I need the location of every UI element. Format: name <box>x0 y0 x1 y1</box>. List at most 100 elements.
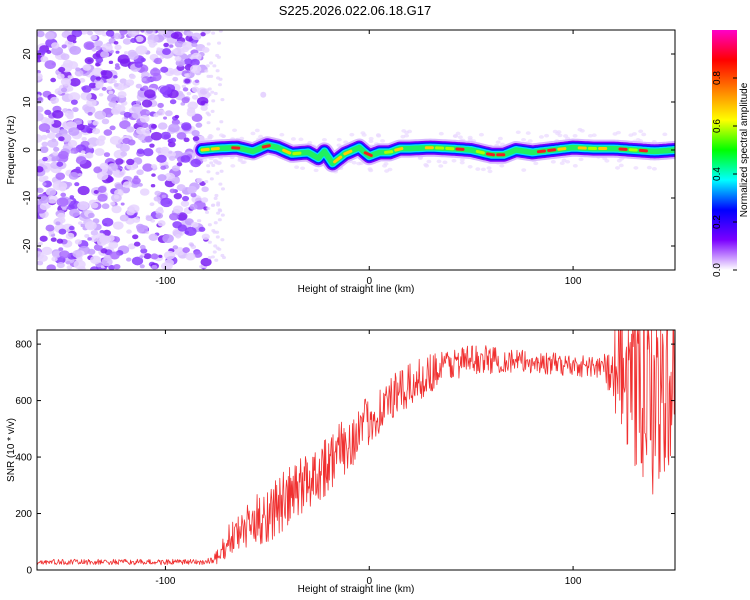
noise-blob <box>162 48 171 56</box>
noise-blob <box>122 181 132 189</box>
noise-blob <box>39 235 48 242</box>
noise-blob <box>74 69 84 77</box>
noise-blob <box>108 264 115 270</box>
noise-blob <box>191 52 202 61</box>
halo-blob <box>478 132 484 137</box>
noise-blob <box>153 113 159 118</box>
noise-blob <box>214 193 219 198</box>
noise-blob <box>68 225 75 231</box>
noise-blob <box>168 212 179 221</box>
noise-blob <box>84 233 90 238</box>
noise-blob <box>150 183 156 188</box>
noise-blob <box>177 224 188 232</box>
halo-blob <box>525 131 531 135</box>
y-tick-label: 20 <box>22 48 33 60</box>
noise-blob <box>135 35 144 43</box>
noise-blob <box>108 60 114 65</box>
noise-blob <box>108 90 114 95</box>
noise-blob <box>218 182 223 186</box>
noise-blob <box>53 146 60 152</box>
noise-blob <box>149 143 155 148</box>
halo-blob <box>442 160 448 165</box>
noise-blob <box>39 146 49 154</box>
halo-blob <box>641 132 647 137</box>
noise-blob <box>125 79 135 86</box>
noise-blob <box>213 244 218 248</box>
noise-blob <box>141 139 146 143</box>
halo-blob <box>426 159 432 164</box>
noise-blob <box>98 92 104 97</box>
noise-blob <box>150 124 157 129</box>
noise-blob <box>141 71 150 78</box>
noise-blob <box>101 118 110 125</box>
y-tick-label: 600 <box>15 396 32 407</box>
noise-blob <box>47 132 56 140</box>
noise-blob <box>84 105 96 115</box>
noise-blob <box>173 68 179 73</box>
noise-blob <box>220 213 225 217</box>
noise-blob <box>56 73 65 80</box>
noise-blob <box>51 42 60 49</box>
noise-blob <box>169 44 174 48</box>
noise-blob <box>148 233 159 241</box>
noise-blob <box>216 76 221 80</box>
noise-blob <box>90 255 102 265</box>
noise-blob <box>60 192 67 198</box>
noise-blob <box>214 258 219 262</box>
halo-blob <box>238 157 244 162</box>
noise-blob <box>149 202 155 207</box>
noise-blob <box>111 205 122 214</box>
noise-blob <box>191 221 199 228</box>
noise-blob <box>73 259 86 270</box>
noise-blob <box>40 56 49 63</box>
halo-blob <box>208 134 214 139</box>
noise-blob <box>162 234 174 244</box>
noise-blob <box>112 221 124 230</box>
noise-blob <box>211 163 216 168</box>
noise-blob <box>113 33 122 40</box>
halo-blob <box>616 158 622 163</box>
noise-blob <box>191 32 202 41</box>
halo-blob <box>351 160 357 165</box>
halo-blob <box>380 139 386 143</box>
noise-blob <box>210 255 215 259</box>
noise-blob <box>115 183 124 190</box>
noise-blob <box>87 120 92 124</box>
noise-blob <box>52 250 62 258</box>
halo-blob <box>240 160 246 165</box>
noise-blob <box>182 41 194 50</box>
noise-blob <box>109 201 116 206</box>
halo-blob <box>646 165 652 170</box>
noise-blob <box>51 157 57 161</box>
colorbar: 0.0 0.2 0.4 0.6 0.8 Normalized spectral ampl… <box>712 30 750 277</box>
noise-blob <box>57 150 69 160</box>
noise-blob <box>168 155 176 161</box>
halo-blob <box>602 156 608 161</box>
halo-blob <box>300 166 306 171</box>
snr-series-line <box>37 330 675 566</box>
halo-blob <box>527 139 533 143</box>
noise-blob <box>37 72 43 81</box>
noise-blob <box>65 260 71 265</box>
noise-blob <box>41 134 48 140</box>
noise-blob <box>217 247 222 251</box>
noise-blob <box>97 135 106 142</box>
halo-blob <box>438 131 444 136</box>
signal-hotspot <box>485 152 496 157</box>
colorbar-tick-label: 0.0 <box>712 263 723 277</box>
noise-blob <box>157 102 164 108</box>
x-tick-label: -100 <box>155 276 175 287</box>
noise-blob <box>139 255 144 259</box>
noise-blob <box>191 113 203 122</box>
noise-blob <box>74 182 80 187</box>
noise-blob <box>186 109 196 117</box>
noise-blob <box>52 151 59 156</box>
halo-blob <box>232 128 238 133</box>
noise-blob <box>207 223 212 227</box>
halo-blob <box>384 169 390 173</box>
noise-blob <box>90 202 99 209</box>
noise-blob <box>70 99 78 105</box>
noise-blob <box>157 109 166 116</box>
